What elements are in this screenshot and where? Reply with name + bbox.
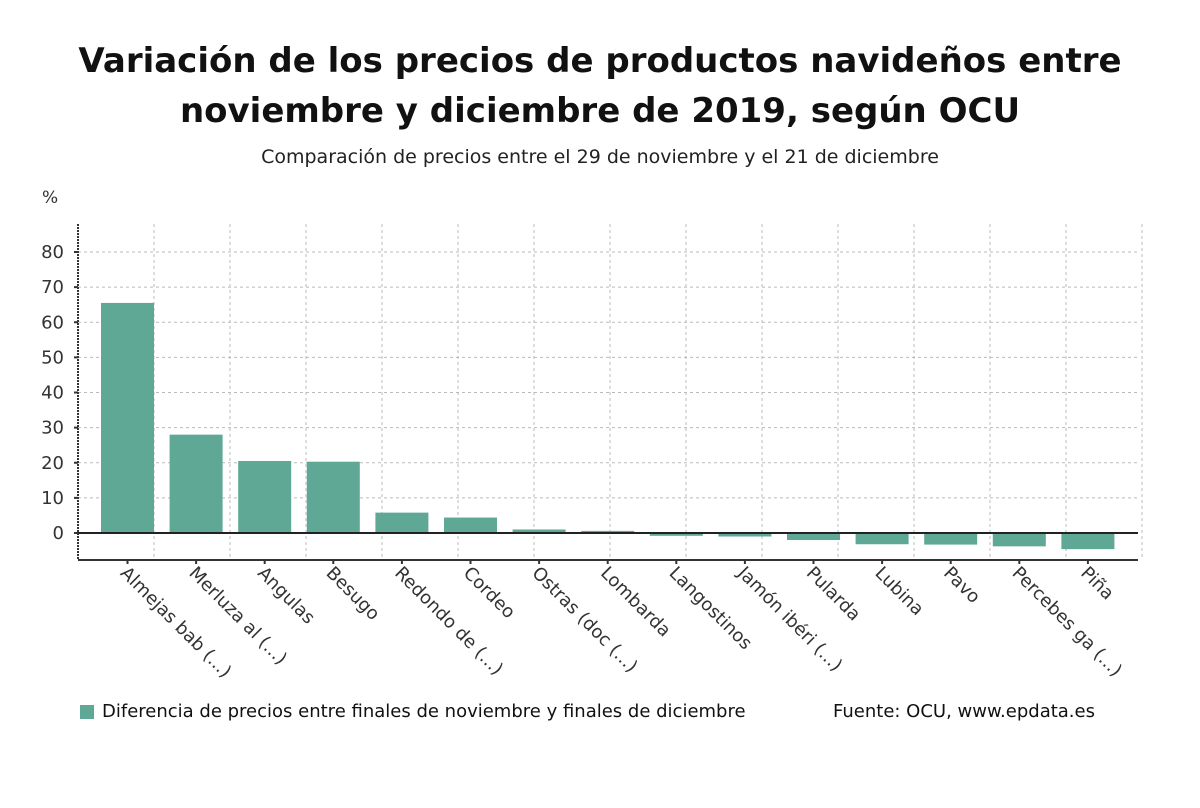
legend-swatch (80, 704, 94, 719)
legend-label: Diferencia de precios entre finales de n… (102, 701, 746, 722)
bar-5 (444, 517, 497, 533)
x-tick-label: Pavo (939, 563, 984, 608)
legend: Diferencia de precios entre finales de n… (80, 701, 746, 722)
bar-13 (992, 533, 1046, 547)
bar-1 (169, 434, 223, 533)
x-tick-label: Lubina (871, 563, 928, 620)
x-tick-label: Cordeo (459, 563, 519, 623)
bar-6 (512, 529, 566, 533)
bar-9 (718, 533, 772, 537)
y-tick-label: 80 (41, 242, 64, 263)
x-tick-label: Besugo (322, 563, 384, 625)
y-tick-label: 20 (41, 453, 64, 474)
bar-8 (649, 533, 703, 536)
bar-2 (238, 460, 292, 533)
bar-14 (1061, 533, 1115, 550)
y-tick-label: 70 (41, 277, 64, 298)
y-tick-label: 0 (53, 523, 64, 544)
bar-12 (924, 533, 978, 545)
chart-title-line-2: noviembre y diciembre de 2019, según OCU (179, 91, 1021, 131)
bar-0 (101, 302, 154, 533)
x-tick-label: Angulas (253, 563, 319, 629)
y-tick-label: 30 (41, 418, 64, 439)
chart-title-line-1: Variación de los precios de productos na… (78, 41, 1122, 81)
x-tick-label: Pularda (802, 563, 865, 626)
bar-10 (787, 533, 840, 541)
chart-subtitle: Comparación de precios entre el 29 de no… (261, 146, 939, 168)
y-tick-label: 40 (41, 383, 64, 404)
bar-4 (375, 512, 429, 533)
x-tick-label: Piña (1076, 563, 1118, 605)
source-note: Fuente: OCU, www.epdata.es (833, 701, 1095, 722)
bar-7 (581, 530, 635, 533)
chart-title: Variación de los precios de productos na… (0, 36, 1200, 136)
y-tick-label: 50 (41, 347, 64, 368)
y-axis-unit-label: % (42, 188, 59, 208)
bar-3 (306, 461, 360, 533)
y-tick-label: 60 (41, 312, 64, 333)
y-tick-label: 10 (41, 488, 64, 509)
bar-11 (855, 533, 909, 545)
